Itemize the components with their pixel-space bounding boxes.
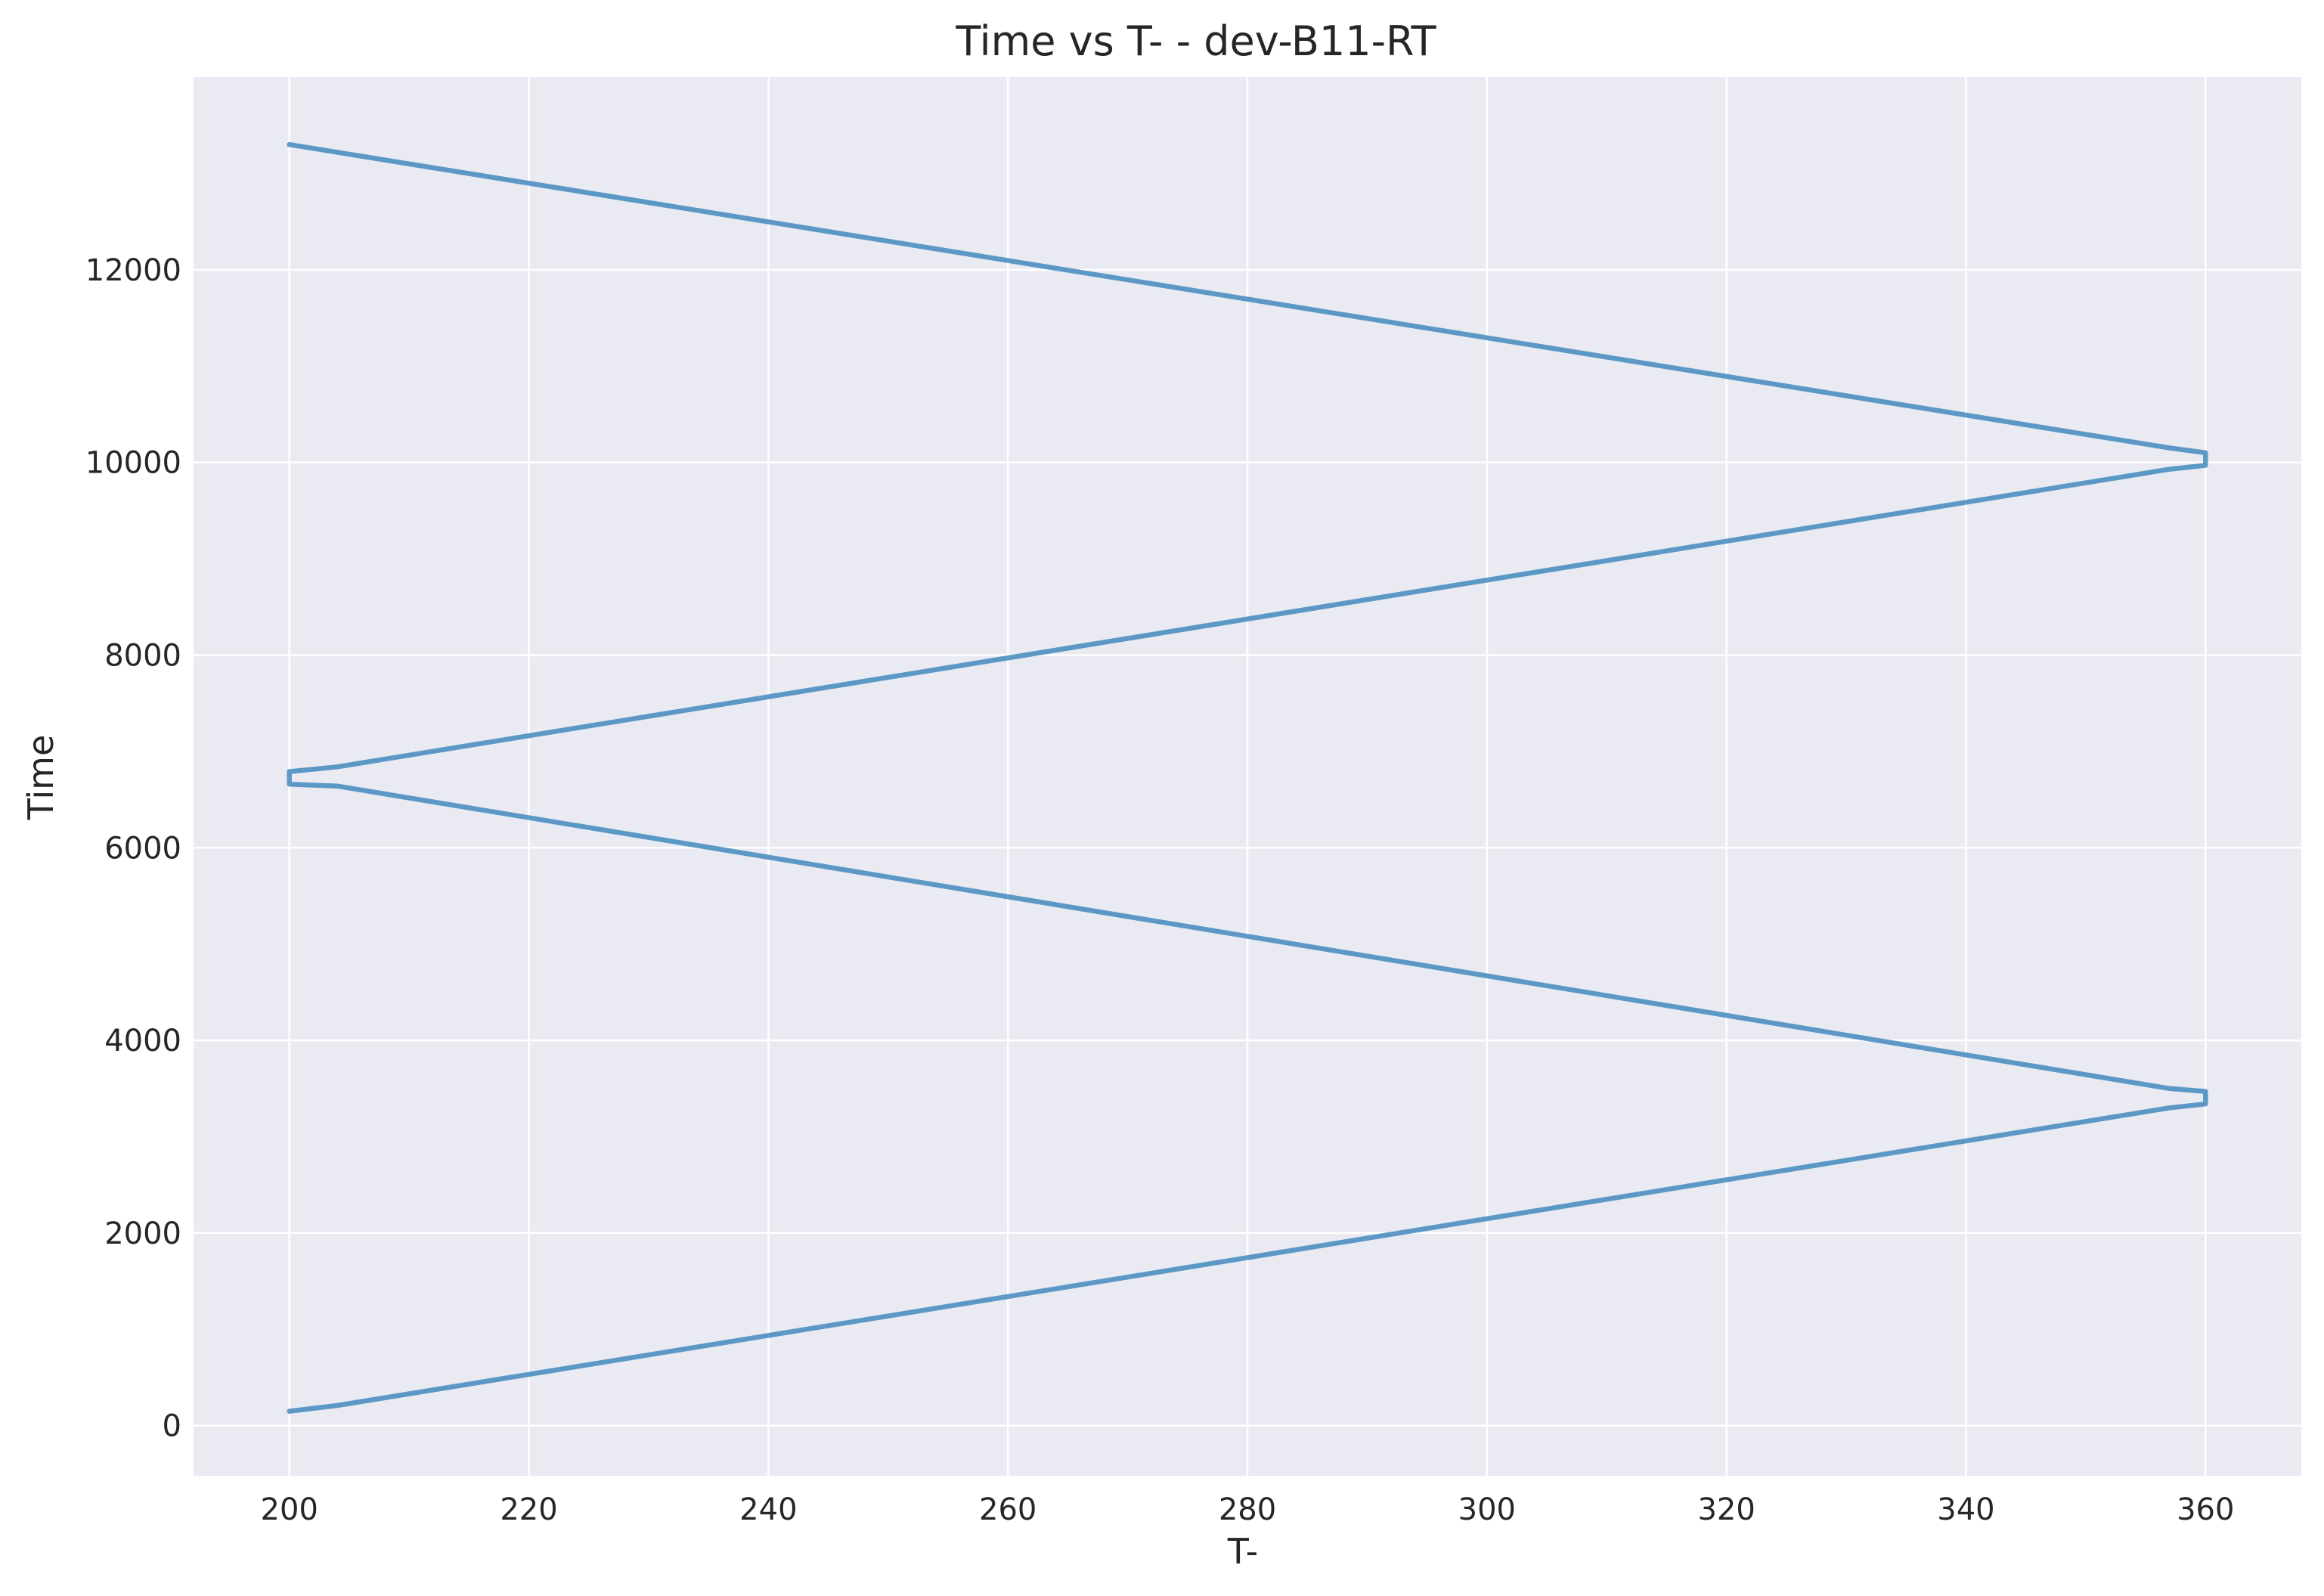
series-group [287,141,2208,1414]
x-axis-label: T- [1227,1531,1258,1572]
y-tick-label: 8000 [104,638,181,673]
x-tick-label: 340 [1937,1492,1994,1527]
chart-title: Time vs T- - dev-B11-RT [955,17,1436,65]
x-tick-label: 240 [739,1492,797,1527]
y-tick-label: 0 [163,1409,181,1444]
y-tick-label: 4000 [104,1024,181,1058]
x-tick-label: 320 [1697,1492,1755,1527]
x-tick-label: 280 [1219,1492,1276,1527]
x-tick-label: 220 [500,1492,557,1527]
y-grid [194,268,2301,1427]
y-tick-label: 6000 [104,831,181,866]
y-axis-label: Time [20,735,61,821]
x-tick-label: 300 [1458,1492,1516,1527]
x-tick-label: 360 [2177,1492,2234,1527]
x-tick-label: 260 [979,1492,1037,1527]
series-line [287,141,2208,1414]
x-grid [288,77,2207,1476]
x-axis-ticks: 200 220 240 260 280 300 320 340 360 [261,1492,2235,1527]
x-tick-label: 200 [261,1492,318,1527]
y-tick-label: 10000 [85,446,181,481]
y-tick-label: 2000 [104,1216,181,1251]
y-tick-label: 12000 [85,253,181,288]
y-axis-ticks: 0 2000 4000 6000 8000 10000 12000 [85,253,181,1444]
